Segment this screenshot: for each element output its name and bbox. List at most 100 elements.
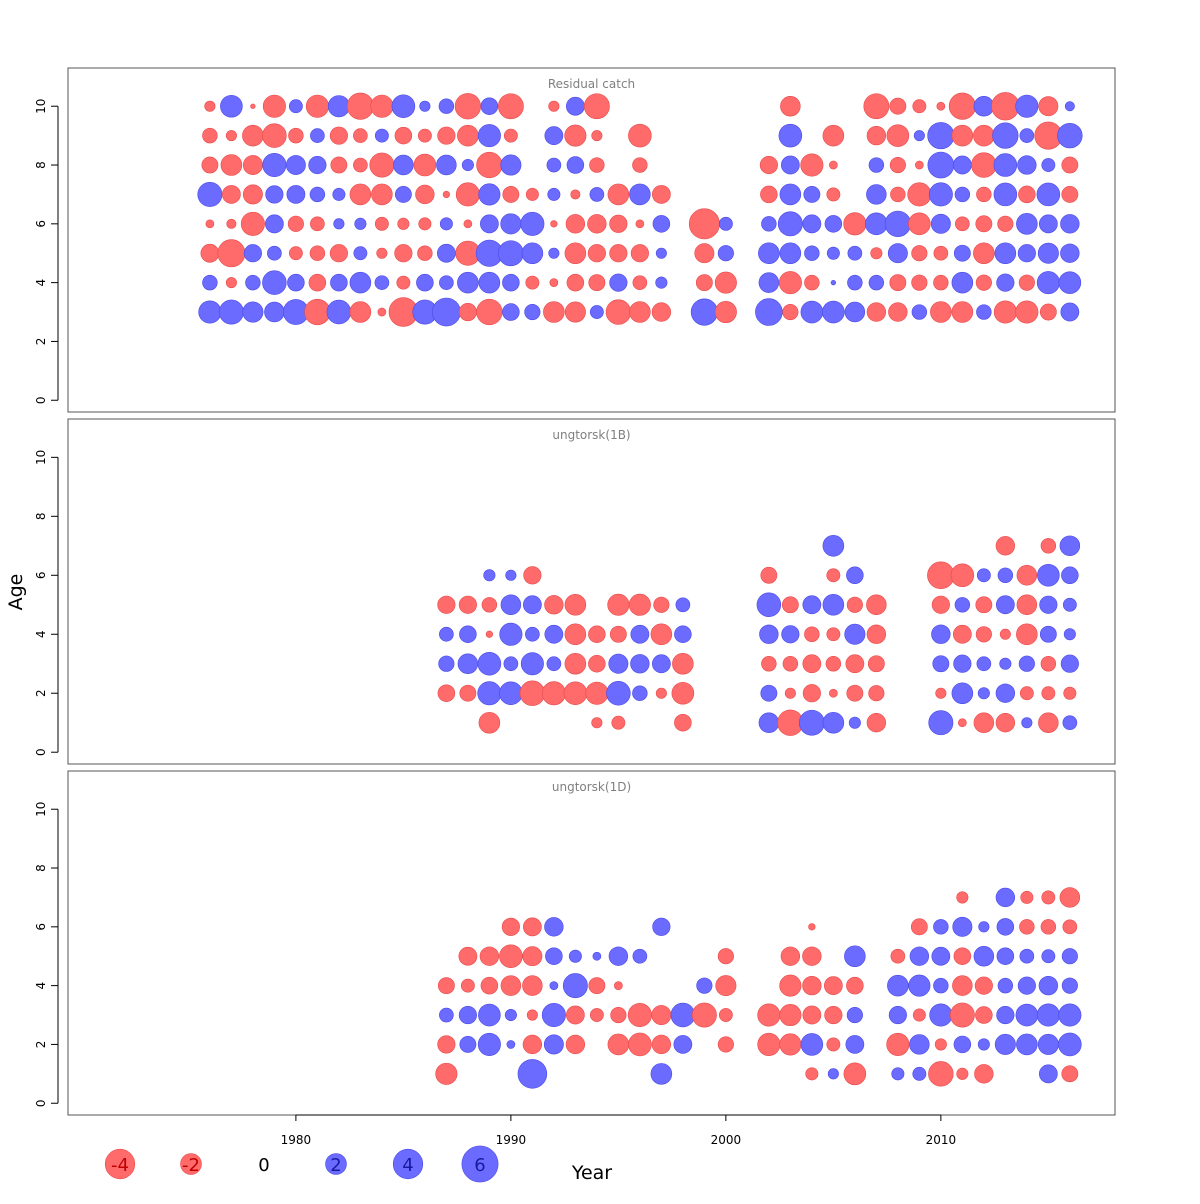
bubble bbox=[198, 300, 222, 324]
y-tick-label: 6 bbox=[34, 923, 48, 931]
bubble bbox=[782, 656, 799, 672]
bubble bbox=[888, 302, 908, 322]
bubble bbox=[305, 94, 329, 118]
bubble bbox=[996, 918, 1015, 936]
bubble bbox=[760, 684, 778, 702]
bubble bbox=[1063, 686, 1077, 700]
bubble bbox=[1060, 654, 1079, 673]
bubble bbox=[1019, 128, 1035, 143]
bubble bbox=[804, 245, 820, 261]
bubble bbox=[370, 94, 394, 118]
bubble bbox=[670, 1002, 696, 1028]
bubble bbox=[225, 277, 237, 289]
bubble bbox=[262, 270, 287, 295]
bubble bbox=[614, 981, 623, 990]
bubble bbox=[756, 592, 782, 617]
bubble bbox=[952, 155, 972, 175]
bubble bbox=[866, 624, 887, 644]
bubble bbox=[265, 214, 284, 234]
bubble bbox=[1037, 1033, 1059, 1055]
bubble bbox=[976, 304, 992, 320]
bubble bbox=[758, 712, 780, 733]
bubble bbox=[1038, 712, 1059, 733]
bubble bbox=[607, 593, 630, 616]
bubble bbox=[566, 96, 585, 116]
bubble bbox=[1061, 977, 1078, 994]
bubble bbox=[952, 975, 973, 996]
bubble bbox=[454, 93, 482, 120]
bubble bbox=[889, 156, 906, 174]
bubble bbox=[632, 948, 648, 964]
bubble bbox=[655, 276, 668, 289]
bubble bbox=[439, 626, 454, 642]
bubble bbox=[520, 652, 544, 676]
bubble bbox=[759, 155, 778, 175]
bubble bbox=[628, 123, 652, 148]
legend-label: -2 bbox=[182, 1155, 200, 1176]
bubble bbox=[846, 596, 863, 613]
y-tick-label: 4 bbox=[34, 630, 48, 638]
bubble bbox=[780, 946, 801, 966]
bubble bbox=[1057, 122, 1083, 149]
bubble bbox=[541, 1003, 566, 1028]
bubble bbox=[437, 595, 456, 614]
bubble bbox=[1060, 214, 1080, 234]
bubble bbox=[483, 569, 496, 582]
bubble bbox=[1016, 565, 1038, 586]
bubble bbox=[455, 182, 480, 207]
bubble bbox=[288, 246, 303, 261]
y-tick-label: 8 bbox=[34, 512, 48, 520]
bubble bbox=[218, 299, 244, 325]
bubble bbox=[911, 304, 928, 320]
bubble bbox=[479, 946, 500, 966]
bubble bbox=[326, 299, 352, 325]
bubble bbox=[829, 688, 838, 698]
bubble bbox=[220, 154, 243, 176]
bubble bbox=[955, 216, 970, 232]
bubble bbox=[999, 628, 1011, 640]
bubble bbox=[435, 1062, 458, 1085]
bubble bbox=[394, 126, 413, 145]
bubble bbox=[310, 128, 325, 143]
bubble bbox=[437, 977, 455, 995]
bubble bbox=[912, 1008, 926, 1022]
x-tick-label: 2000 bbox=[711, 1133, 742, 1147]
bubble bbox=[329, 244, 348, 263]
bubble bbox=[1040, 919, 1057, 935]
bubble bbox=[800, 153, 824, 177]
bubble bbox=[915, 160, 924, 170]
bubble bbox=[935, 687, 947, 699]
bubble bbox=[951, 682, 974, 705]
bubble bbox=[890, 948, 906, 964]
bubble bbox=[262, 123, 287, 148]
bubble bbox=[911, 245, 928, 262]
bubble bbox=[865, 212, 888, 236]
bubble bbox=[691, 1002, 717, 1028]
bubble bbox=[779, 242, 802, 265]
bubble bbox=[954, 186, 971, 203]
bubble bbox=[846, 1006, 863, 1024]
panel-title: ungtorsk(1B) bbox=[552, 428, 630, 442]
bubble bbox=[993, 300, 1017, 324]
bubble bbox=[953, 1035, 972, 1054]
bubble bbox=[243, 244, 262, 263]
bubble bbox=[437, 684, 456, 702]
bubble bbox=[826, 187, 841, 202]
bubble bbox=[930, 213, 951, 234]
bubble bbox=[1062, 597, 1077, 612]
y-tick-label: 4 bbox=[34, 982, 48, 990]
bubble bbox=[220, 94, 243, 118]
bubble bbox=[1058, 1032, 1082, 1057]
bubble bbox=[374, 216, 389, 231]
y-tick-label: 4 bbox=[34, 279, 48, 287]
bubble bbox=[544, 624, 564, 644]
bubble bbox=[457, 271, 479, 294]
bubble bbox=[497, 93, 524, 120]
bubble bbox=[502, 303, 520, 321]
bubble bbox=[523, 917, 542, 937]
bubble bbox=[870, 247, 883, 260]
bubble bbox=[949, 1002, 975, 1028]
bubble bbox=[1041, 686, 1056, 701]
bubble bbox=[629, 301, 651, 323]
bubble bbox=[975, 1006, 993, 1024]
